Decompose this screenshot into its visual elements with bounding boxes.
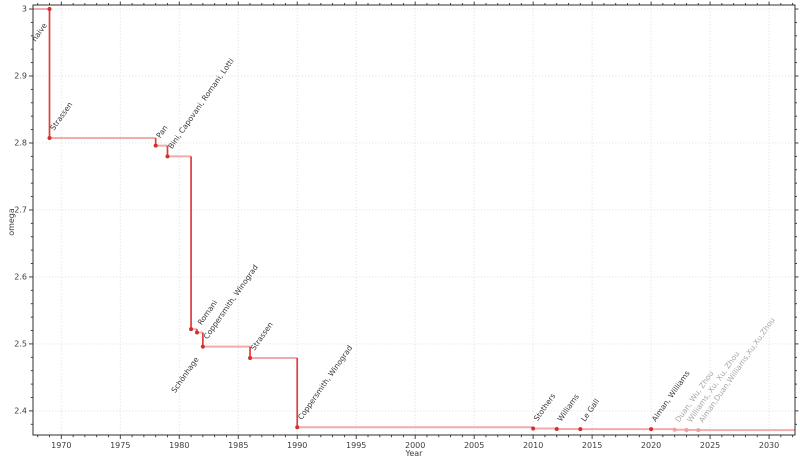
data-point-marker	[696, 428, 701, 433]
x-tick-label: 1995	[346, 441, 366, 450]
y-tick-label: 2.7	[14, 206, 27, 215]
x-tick-label: 2005	[464, 441, 484, 450]
tick-labels: 1970 1975 1980 1985 1990 1995 2000 2005 2010 2015…	[14, 5, 779, 450]
point-label: Stothers	[532, 392, 558, 423]
x-tick-label: 2000	[405, 441, 425, 450]
data-point-marker	[194, 330, 199, 335]
data-point-marker	[684, 427, 689, 432]
x-tick-label: 1980	[169, 441, 189, 450]
y-tick-label: 2.4	[14, 407, 27, 416]
x-tick-label: 1970	[51, 441, 71, 450]
x-tick-label: 1990	[287, 441, 307, 450]
axes	[29, 1, 799, 439]
x-tick-label: 2025	[700, 441, 720, 450]
y-tick-label: 2.6	[14, 273, 27, 282]
point-label: Williams	[555, 392, 580, 423]
y-axis-title: omega	[7, 208, 16, 236]
data-point-marker	[153, 143, 158, 148]
data-point-marker	[295, 425, 300, 430]
plot-border	[32, 4, 796, 436]
data-point-marker	[165, 154, 170, 159]
x-tick-label: 2030	[759, 441, 779, 450]
y-tick-label: 2.9	[14, 72, 27, 81]
point-label: Coppersmith, Winograd	[296, 343, 354, 421]
point-label: Bini, Capovani, Romani, Lotti	[166, 57, 235, 151]
point-label: Strassen	[249, 320, 275, 352]
y-tick-label: 2.5	[14, 340, 27, 349]
y-tick-label: 2.8	[14, 139, 27, 148]
data-point-marker	[47, 136, 52, 141]
data-point-markers	[47, 7, 701, 433]
point-label: Williams, Xu, Xu, Zhou	[685, 349, 741, 424]
data-point-marker	[248, 355, 253, 360]
data-point-marker	[672, 427, 677, 432]
point-label: Le Gall	[579, 397, 601, 423]
data-point-marker	[649, 427, 654, 432]
omega-step-series	[33, 8, 795, 432]
gridlines	[33, 5, 795, 435]
x-tick-label: 2015	[582, 441, 602, 450]
data-point-marker	[554, 427, 559, 432]
x-axis-title: Year	[405, 449, 424, 458]
point-label: Schönhage	[169, 355, 201, 395]
point-label: Pan	[154, 123, 169, 139]
data-point-marker	[531, 426, 536, 431]
data-point-marker	[200, 344, 205, 349]
x-tick-label: 1975	[110, 441, 130, 450]
y-tick-label: 3	[22, 5, 27, 14]
x-tick-label: 2010	[523, 441, 543, 450]
data-point-marker	[189, 327, 194, 332]
x-tick-label: 2020	[641, 441, 661, 450]
data-point-marker	[47, 7, 52, 12]
data-point-marker	[578, 427, 583, 432]
x-tick-label: 1985	[228, 441, 248, 450]
